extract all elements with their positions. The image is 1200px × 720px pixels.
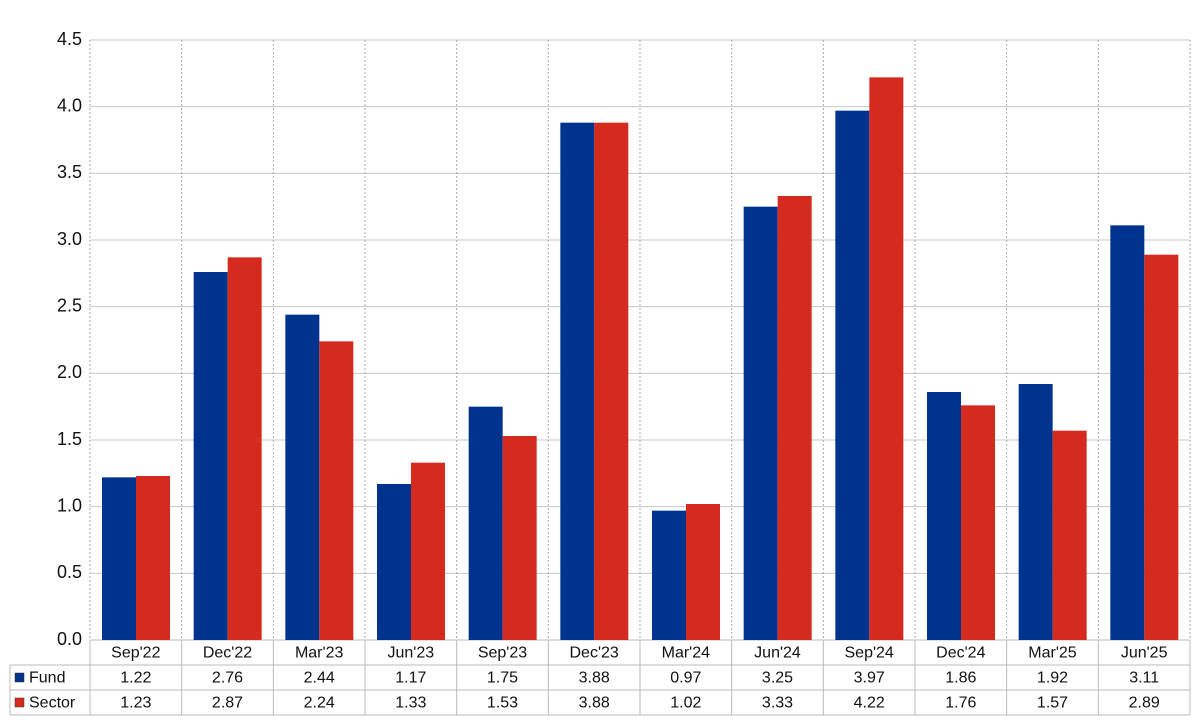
table-value: 1.86	[945, 670, 976, 687]
x-tick-label: Mar'23	[295, 645, 344, 662]
bar	[193, 272, 228, 640]
y-tick-label: 2.5	[57, 295, 82, 315]
bar	[743, 206, 778, 640]
y-tick-label: 1.5	[57, 429, 82, 449]
bar	[102, 477, 136, 640]
bar	[468, 406, 503, 640]
x-tick-label: Jun'23	[388, 645, 435, 662]
table-value: 2.89	[1129, 695, 1160, 712]
x-tick-label: Jun'24	[754, 645, 801, 662]
table-value: 1.92	[1037, 670, 1068, 687]
bar	[560, 122, 595, 640]
x-tick-label: Dec'23	[570, 645, 619, 662]
x-tick-label: Sep'22	[111, 645, 160, 662]
bar	[594, 122, 629, 640]
table-value: 3.33	[762, 695, 793, 712]
bar	[777, 196, 812, 640]
table-value: 0.97	[670, 670, 701, 687]
y-tick-label: 0.0	[57, 629, 82, 649]
bar	[961, 405, 995, 640]
table-value: 3.88	[579, 695, 610, 712]
table-value: 1.22	[120, 670, 151, 687]
table-value: 3.88	[579, 670, 610, 687]
bar	[1052, 430, 1087, 640]
legend-swatch	[14, 672, 25, 683]
table-value: 1.17	[395, 670, 426, 687]
x-tick-label: Sep'24	[845, 645, 894, 662]
table-value: 1.02	[670, 695, 701, 712]
y-tick-label: 4.5	[57, 29, 82, 49]
bar	[285, 314, 320, 640]
table-value: 2.87	[212, 695, 243, 712]
x-tick-label: Mar'24	[662, 645, 711, 662]
x-tick-label: Sep'23	[478, 645, 527, 662]
y-tick-label: 4.0	[57, 95, 82, 115]
bar	[835, 110, 870, 640]
bar	[1110, 225, 1145, 641]
legend-label: Sector	[29, 695, 76, 712]
y-tick-label: 3.5	[57, 162, 82, 182]
x-tick-label: Mar'25	[1028, 645, 1077, 662]
x-tick-label: Jun'25	[1121, 645, 1168, 662]
y-tick-label: 1.0	[57, 495, 82, 515]
bar	[869, 77, 904, 641]
bar	[686, 504, 720, 640]
bar	[652, 510, 686, 640]
table-value: 2.76	[212, 670, 243, 687]
table-value: 1.33	[395, 695, 426, 712]
bar	[927, 392, 961, 640]
bar	[227, 257, 262, 640]
bar	[1144, 254, 1179, 640]
y-tick-label: 3.0	[57, 229, 82, 249]
table-value: 1.23	[120, 695, 151, 712]
table-value: 2.24	[304, 695, 335, 712]
table-value: 3.11	[1129, 670, 1159, 687]
legend-label: Fund	[29, 670, 65, 687]
x-tick-label: Dec'22	[203, 645, 252, 662]
bar	[502, 436, 537, 640]
table-value: 1.53	[487, 695, 518, 712]
table-value: 1.57	[1037, 695, 1068, 712]
table-value: 4.22	[854, 695, 885, 712]
table-value: 1.75	[487, 670, 518, 687]
bar	[1018, 384, 1053, 640]
bar	[411, 462, 445, 640]
bar	[136, 476, 170, 640]
table-value: 3.97	[854, 670, 885, 687]
y-tick-label: 2.0	[57, 362, 82, 382]
table-value: 1.76	[945, 695, 976, 712]
x-tick-label: Dec'24	[936, 645, 985, 662]
table-value: 2.44	[304, 670, 335, 687]
bar	[319, 341, 354, 640]
legend-swatch	[14, 697, 25, 708]
y-tick-label: 0.5	[57, 562, 82, 582]
bar	[377, 484, 411, 640]
table-value: 3.25	[762, 670, 793, 687]
